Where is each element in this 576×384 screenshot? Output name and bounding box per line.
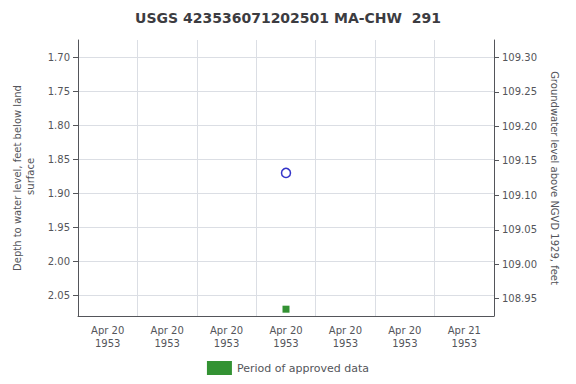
svg-text:1.80: 1.80 [48, 120, 70, 131]
svg-text:Apr 20: Apr 20 [210, 325, 243, 336]
svg-text:Apr 20: Apr 20 [91, 325, 124, 336]
svg-text:2.05: 2.05 [48, 290, 70, 301]
svg-text:109.30: 109.30 [502, 52, 537, 63]
svg-text:Period of approved data: Period of approved data [237, 362, 369, 375]
svg-text:Apr 20: Apr 20 [388, 325, 421, 336]
svg-text:Groundwater level above NGVD 1: Groundwater level above NGVD 1929, feet [549, 71, 560, 285]
svg-text:Apr 21: Apr 21 [448, 325, 481, 336]
svg-text:109.05: 109.05 [502, 224, 537, 235]
svg-text:1.90: 1.90 [48, 188, 70, 199]
svg-text:109.15: 109.15 [502, 155, 537, 166]
svg-text:1.70: 1.70 [48, 52, 70, 63]
svg-text:Depth to water level, feet bel: Depth to water level, feet below land [12, 85, 23, 271]
svg-text:Apr 20: Apr 20 [151, 325, 184, 336]
svg-text:1953: 1953 [333, 338, 358, 349]
svg-text:1953: 1953 [392, 338, 417, 349]
svg-text:109.25: 109.25 [502, 86, 537, 97]
svg-text:surface: surface [25, 158, 36, 198]
svg-text:1.85: 1.85 [48, 154, 70, 165]
svg-text:1953: 1953 [95, 338, 120, 349]
svg-text:108.95: 108.95 [502, 293, 537, 304]
svg-text:1.95: 1.95 [48, 222, 70, 233]
svg-text:Apr 20: Apr 20 [269, 325, 302, 336]
svg-text:109.00: 109.00 [502, 259, 537, 270]
svg-text:USGS 423536071202501 MA-CHW 2: USGS 423536071202501 MA-CHW 291 [135, 10, 441, 26]
svg-text:1953: 1953 [273, 338, 298, 349]
svg-text:1953: 1953 [452, 338, 477, 349]
svg-text:1953: 1953 [214, 338, 239, 349]
svg-text:109.10: 109.10 [502, 190, 537, 201]
svg-text:1.75: 1.75 [48, 86, 70, 97]
svg-text:1953: 1953 [154, 338, 179, 349]
svg-text:Apr 20: Apr 20 [329, 325, 362, 336]
svg-text:2.00: 2.00 [48, 256, 70, 267]
svg-text:109.20: 109.20 [502, 121, 537, 132]
